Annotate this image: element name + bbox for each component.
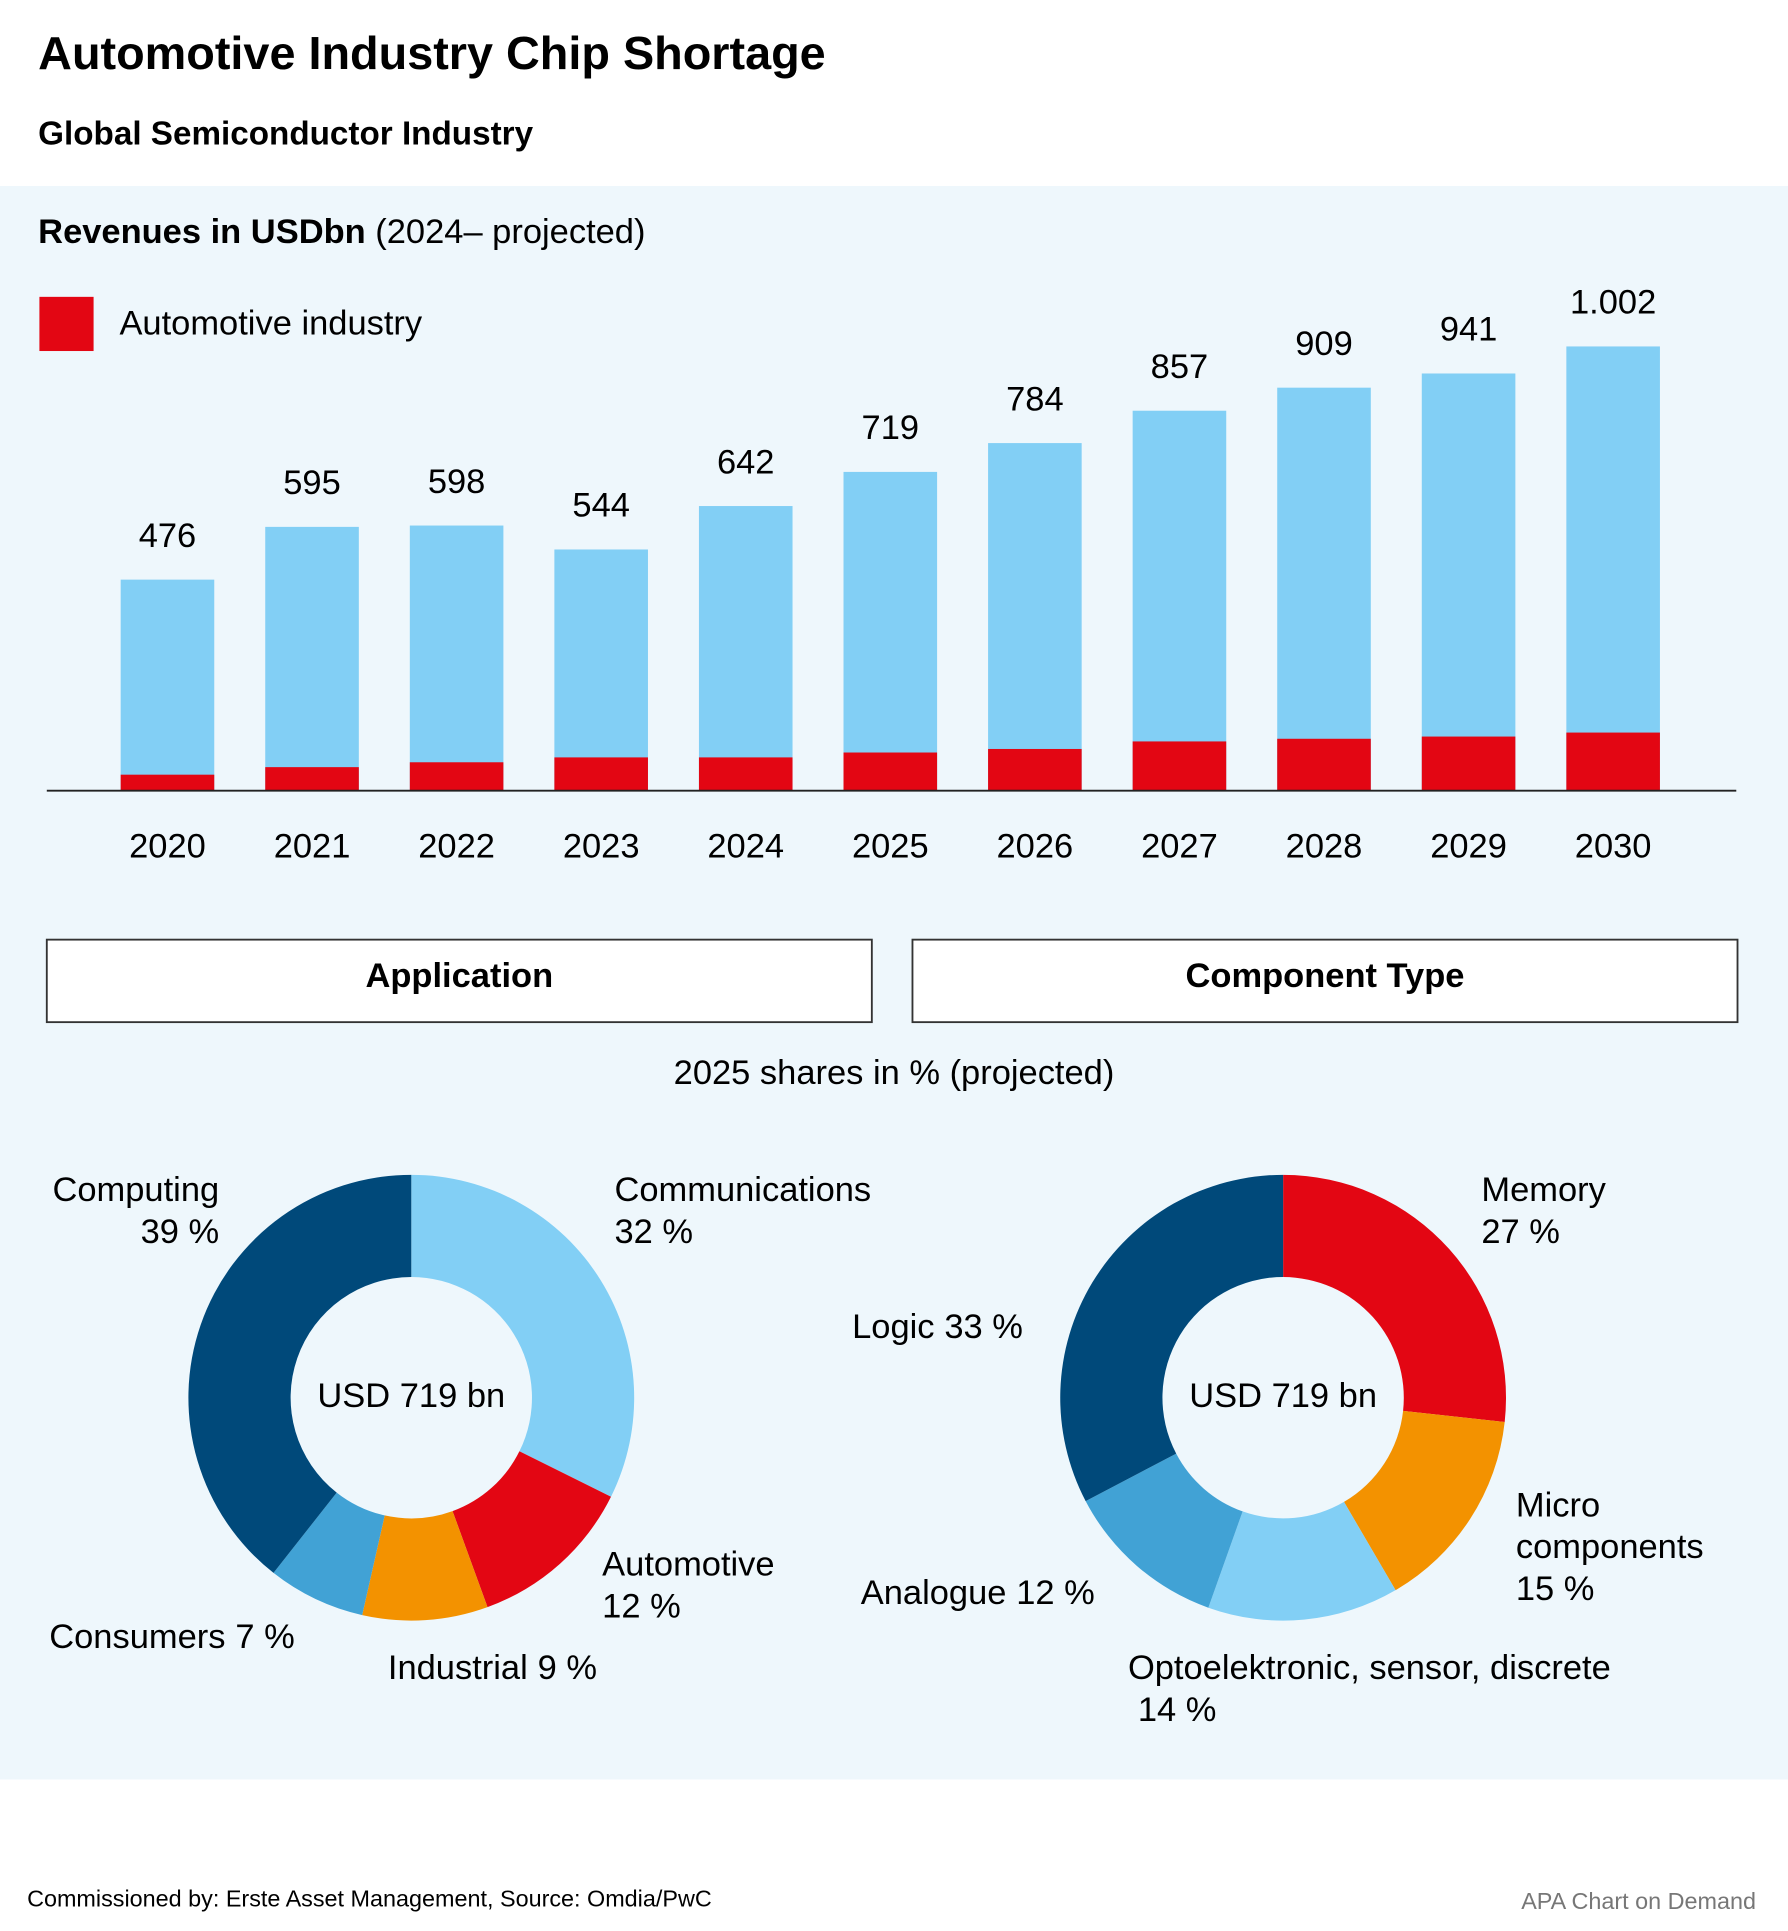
footer-credit: APA Chart on Demand	[1521, 1888, 1756, 1914]
slice-label: Micro components	[1516, 1486, 1704, 1566]
highlight-bar	[698, 757, 793, 791]
value-label: 595	[283, 464, 341, 502]
slice-value-label: 9 %	[538, 1649, 597, 1687]
donut-slice	[1344, 1410, 1505, 1591]
donut-slice	[362, 1511, 488, 1621]
x-tick-label: 2025	[852, 828, 929, 866]
slice-value-label: 27 %	[1481, 1213, 1560, 1251]
slice-label: Analogue	[861, 1574, 1007, 1612]
slice-label: Computing	[52, 1171, 219, 1209]
bar	[120, 579, 215, 791]
bar	[698, 506, 793, 791]
donut-slice	[452, 1451, 611, 1608]
bar	[554, 549, 648, 791]
bar	[1277, 387, 1371, 791]
bar	[1421, 373, 1516, 791]
section-box	[911, 938, 1739, 1024]
x-tick-label: 2027	[1141, 828, 1218, 866]
section-box	[45, 938, 873, 1024]
page-subtitle: Global Semiconductor Industry	[38, 115, 533, 152]
value-label: 476	[139, 517, 197, 555]
x-tick-label: 2020	[129, 828, 206, 866]
x-tick-label: 2023	[563, 828, 640, 866]
slice-label: Logic	[852, 1308, 934, 1346]
bar	[409, 525, 504, 791]
slice-value-label: 39 %	[141, 1213, 220, 1251]
slice-label-line: components	[1516, 1528, 1704, 1566]
bar	[1132, 410, 1227, 791]
section-title: Component Type	[1186, 957, 1465, 995]
slice-value-label: 12 %	[1016, 1574, 1095, 1612]
slice-value-label: 14 %	[1138, 1691, 1217, 1729]
donut-slice	[1208, 1501, 1396, 1621]
slice-label: Consumers	[49, 1618, 225, 1656]
value-label: 544	[572, 487, 630, 525]
x-tick-label: 2022	[418, 828, 495, 866]
donut-slice	[411, 1174, 635, 1497]
donut-slice	[1283, 1174, 1507, 1422]
value-label: 857	[1151, 348, 1209, 386]
bar-chart-title: Revenues in USDbn (2024– projected)	[38, 213, 645, 251]
slice-label: Industrial	[388, 1649, 528, 1687]
value-label: 784	[1006, 380, 1064, 418]
slice-label: Memory	[1481, 1171, 1606, 1209]
value-label: 642	[717, 443, 775, 481]
center-label: USD 719 bn	[317, 1377, 505, 1415]
bar	[265, 526, 359, 791]
slice-label: Communications	[614, 1171, 871, 1209]
shares-note: 2025 shares in % (projected)	[674, 1054, 1115, 1092]
x-tick-label: 2028	[1286, 828, 1363, 866]
x-tick-label: 2024	[707, 828, 784, 866]
legend-swatch	[39, 296, 94, 352]
value-label: 719	[862, 409, 920, 447]
highlight-bar	[843, 752, 938, 791]
donut-slice	[1060, 1174, 1284, 1502]
x-tick-label: 2029	[1430, 828, 1507, 866]
footer-source: Commissioned by: Erste Asset Management,…	[27, 1885, 712, 1911]
slice-value-label: 12 %	[602, 1587, 681, 1625]
legend-label: Automotive industry	[119, 304, 422, 342]
x-tick-label: 2026	[997, 828, 1074, 866]
donut-slice	[1085, 1453, 1243, 1608]
slice-value-label: 33 %	[944, 1308, 1023, 1346]
value-label: 941	[1440, 311, 1498, 349]
slice-value-label: 32 %	[614, 1213, 693, 1251]
page-title: Automotive Industry Chip Shortage	[38, 27, 826, 79]
highlight-bar	[554, 757, 648, 791]
bar	[843, 471, 938, 791]
slice-label: Optoelektronic, sensor, discrete	[1128, 1649, 1611, 1687]
value-label: 1.002	[1570, 284, 1656, 322]
highlight-bar	[1132, 741, 1227, 791]
highlight-bar	[265, 767, 359, 791]
highlight-bar	[1421, 736, 1516, 791]
highlight-bar	[1277, 738, 1371, 791]
bar	[988, 443, 1082, 791]
highlight-bar	[120, 774, 215, 791]
bar-title: Revenues in USDbn	[38, 213, 366, 251]
highlight-bar	[1566, 732, 1660, 791]
slice-value-label: 15 %	[1516, 1570, 1595, 1608]
center-label: USD 719 bn	[1189, 1377, 1377, 1415]
slice-label: Automotive	[602, 1546, 774, 1584]
slice-value-label: 7 %	[235, 1618, 294, 1656]
slice-label-line: Micro	[1516, 1486, 1610, 1524]
slice-label-line: Optoelektronic, sensor, discrete	[1128, 1649, 1611, 1687]
bar-subtitle: (2024– projected)	[375, 213, 645, 251]
section-title: Application	[365, 957, 553, 995]
x-tick-label: 2021	[274, 828, 351, 866]
value-label: 598	[428, 463, 486, 501]
highlight-bar	[988, 748, 1082, 791]
donut-slice	[273, 1492, 385, 1616]
donut-slice	[188, 1174, 412, 1573]
x-tick-label: 2030	[1575, 828, 1652, 866]
value-label: 909	[1295, 325, 1353, 363]
highlight-bar	[409, 762, 504, 791]
bar	[1566, 346, 1660, 791]
